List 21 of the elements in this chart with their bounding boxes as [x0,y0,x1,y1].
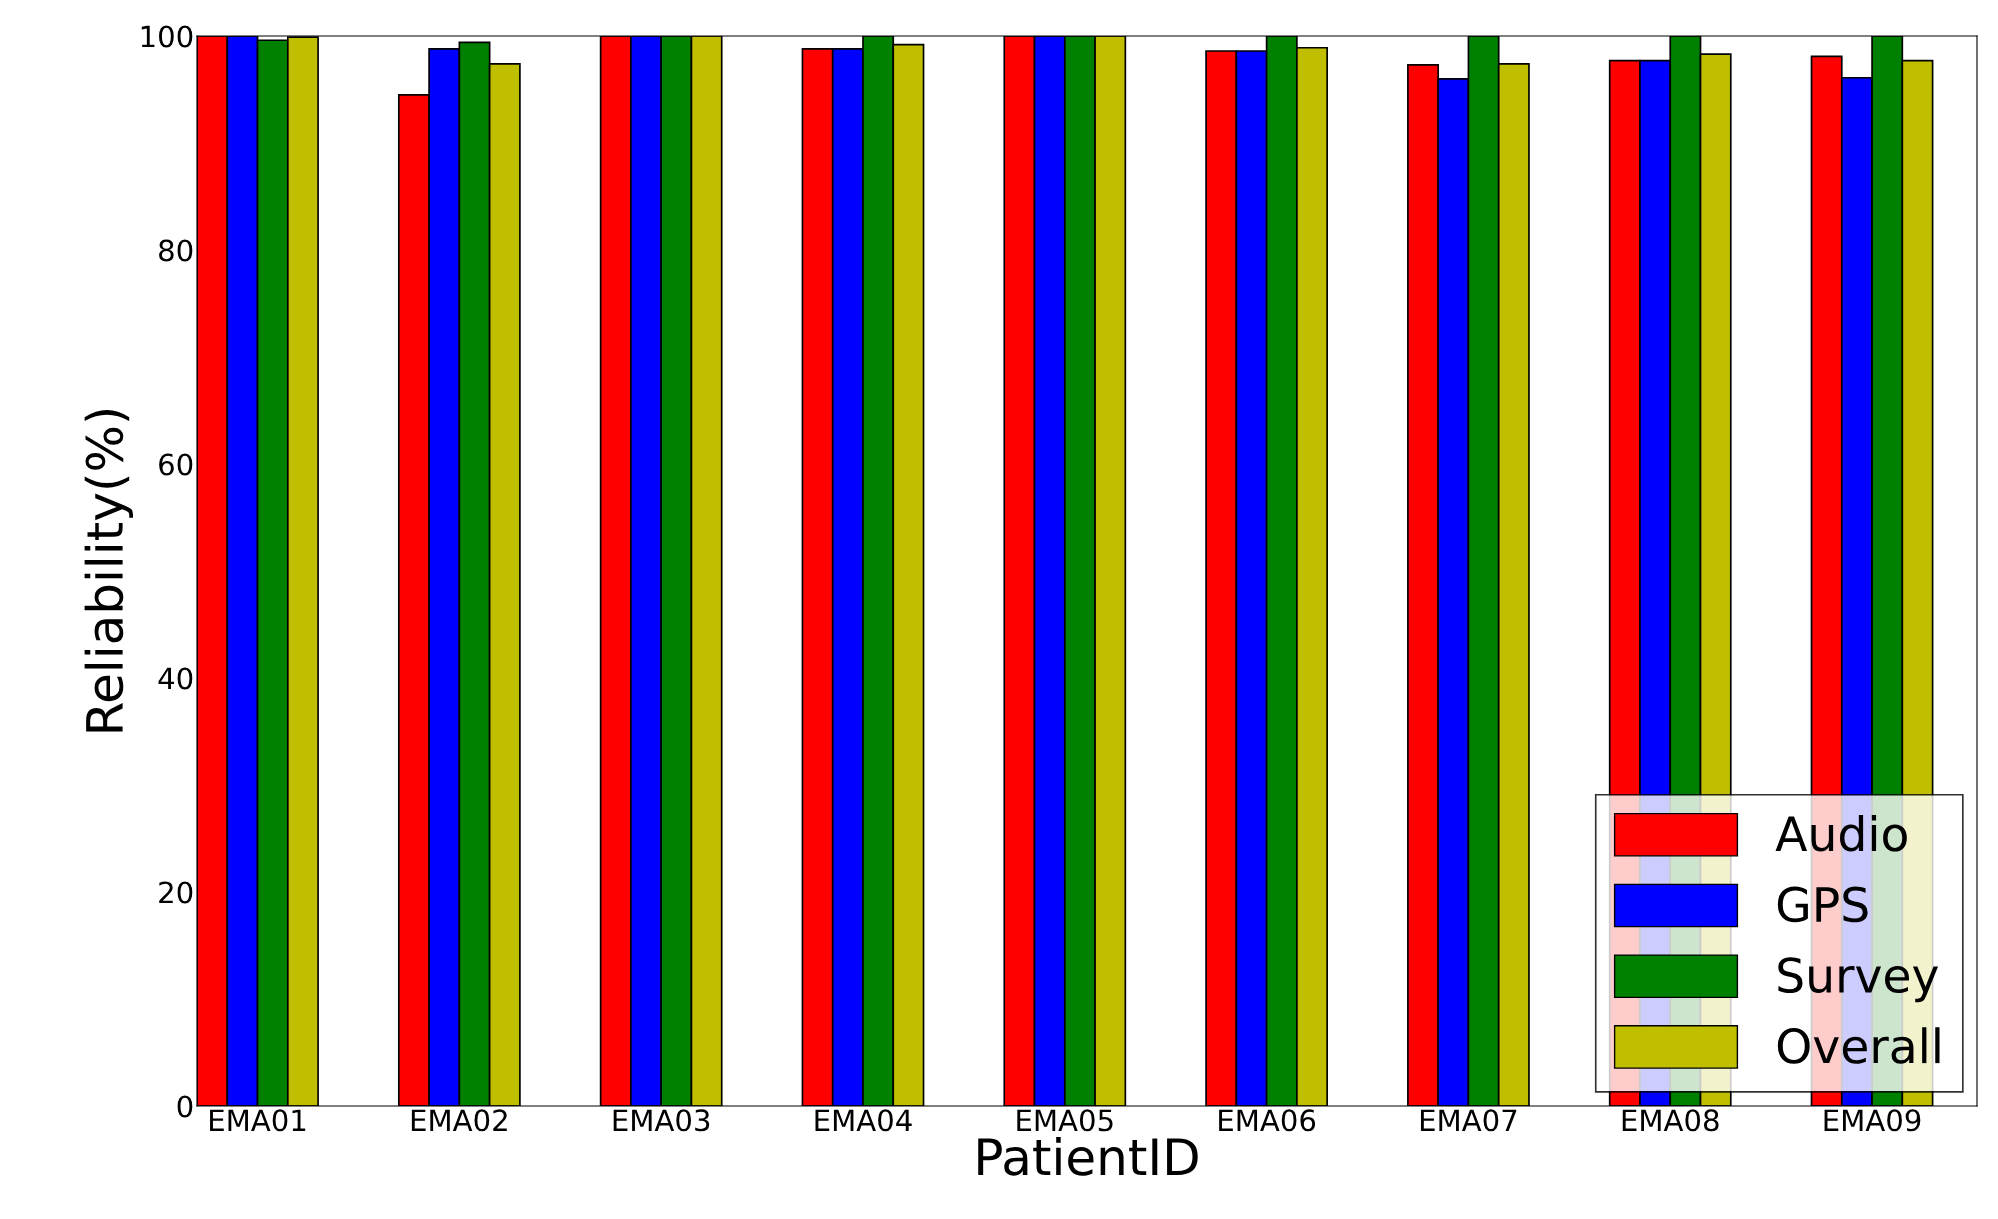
x-tick-label: EMA03 [613,1109,710,1132]
y-tick-label: 80 [159,239,193,262]
y-tick-label: 100 [141,25,193,48]
legend-label: Survey [1778,957,1939,1003]
y-tick-label: 60 [159,453,193,476]
x-tick-label: EMA05 [1017,1109,1113,1132]
x-tick-label: EMA07 [1420,1109,1517,1132]
x-tick-label: EMA09 [1824,1109,1921,1132]
x-tick-label: EMA06 [1219,1109,1316,1132]
x-tick-label: EMA04 [815,1109,912,1132]
x-tick-label: EMA08 [1622,1109,1719,1132]
x-tick-label: EMA02 [411,1109,507,1132]
legend-label: Audio [1775,815,1907,852]
y-tick-label: 20 [159,881,193,904]
x-axis-title: PatientID [978,1137,1198,1176]
y-tick-label: 40 [158,667,193,690]
y-axis-title: Reliability(%) [84,409,133,732]
legend-label: Overall [1777,1027,1940,1064]
legend-label: GPS [1777,886,1868,923]
y-tick-label: 0 [177,1095,193,1118]
x-tick-label: EMA01 [210,1109,306,1132]
